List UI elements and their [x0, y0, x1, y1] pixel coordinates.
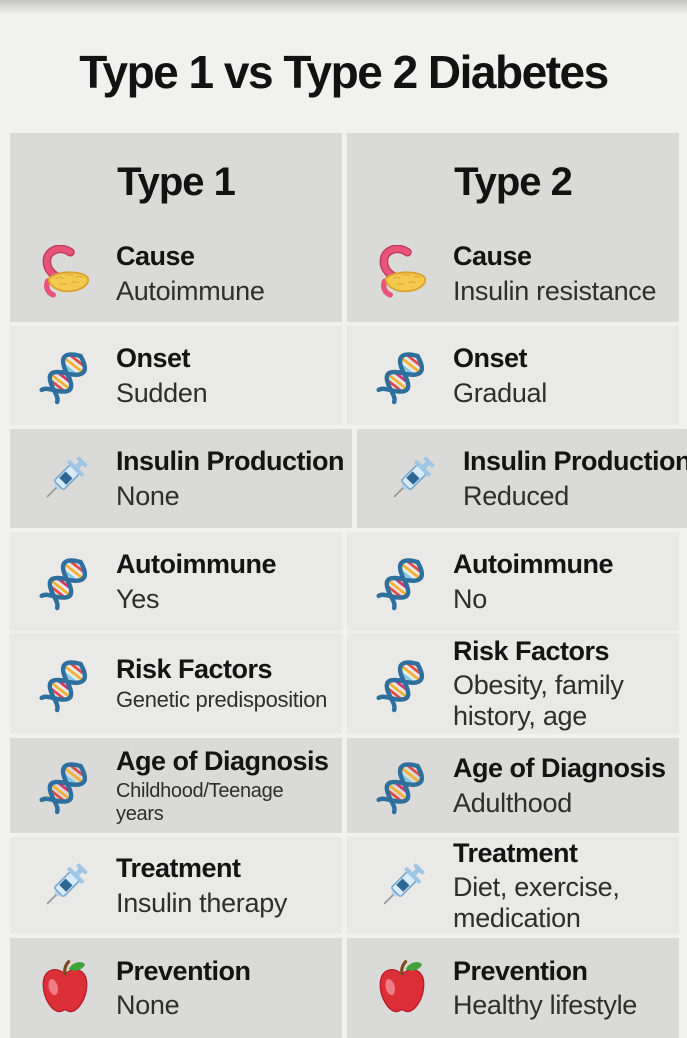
pancreas-icon	[373, 245, 431, 303]
dna-icon	[36, 655, 94, 713]
type2-cell: Onset Gradual	[347, 326, 679, 425]
type1-header-cell: Type 1	[10, 133, 342, 225]
dna-icon	[36, 347, 94, 405]
dna-icon	[373, 655, 431, 713]
type2-cell: Risk Factors Obesity, family history, ag…	[347, 633, 679, 734]
dna-icon	[373, 757, 431, 815]
row-label: Risk Factors	[116, 654, 273, 685]
type2-cell: Treatment Diet, exercise, medication	[347, 837, 679, 934]
type1-cell: Prevention None	[10, 938, 342, 1038]
row-value: Sudden	[116, 377, 208, 408]
row-value: Insulin resistance	[453, 275, 657, 306]
row-label: Age of Diagnosis	[453, 753, 666, 784]
row-value: Autoimmune	[116, 275, 265, 306]
type2-header-cell: Type 2	[347, 133, 679, 225]
row-value: Obesity, family history, age	[453, 670, 624, 731]
row-label: Onset	[453, 343, 528, 374]
apple-icon	[373, 959, 431, 1017]
comparison-table: Type 1 Type 2 Cause Autoimmune Cause Ins…	[10, 133, 687, 1038]
dna-icon	[36, 757, 94, 815]
row-label: Risk Factors	[453, 636, 610, 667]
type1-cell: Onset Sudden	[10, 326, 342, 425]
syringe-icon	[373, 857, 431, 915]
row-value: Childhood/Teenage years	[116, 780, 284, 825]
page-title: Type 1 vs Type 2 Diabetes	[79, 45, 609, 98]
type2-column-header: Type 2	[454, 159, 573, 204]
type2-cell: Cause Insulin resistance	[347, 225, 679, 322]
row-label: Onset	[116, 343, 191, 374]
pancreas-icon	[36, 245, 94, 303]
row-value: Reduced	[463, 480, 569, 511]
dna-icon	[373, 347, 431, 405]
row-value: Diet, exercise, medication	[453, 872, 620, 933]
type2-cell: Age of Diagnosis Adulthood	[347, 738, 679, 833]
type2-cell: Autoimmune No	[347, 532, 679, 631]
row-age-of-diagnosis: Age of Diagnosis Childhood/Teenage years…	[10, 738, 679, 833]
dna-icon	[373, 553, 431, 611]
row-label: Age of Diagnosis	[116, 745, 329, 776]
type1-cell: Autoimmune Yes	[10, 532, 342, 631]
row-onset: Onset Sudden Onset Gradual	[10, 326, 679, 425]
row-value: None	[116, 990, 180, 1020]
row-label: Cause	[453, 241, 532, 272]
row-cause: Cause Autoimmune Cause Insulin resistanc…	[10, 225, 679, 322]
row-label: Treatment	[116, 853, 241, 884]
row-label: Insulin Production	[116, 446, 345, 477]
type2-cell: Prevention Healthy lifestyle	[347, 938, 679, 1038]
row-value: Healthy lifestyle	[453, 990, 637, 1020]
syringe-icon	[36, 857, 94, 915]
row-value: Insulin therapy	[116, 887, 288, 918]
row-label: Autoimmune	[453, 549, 614, 580]
type1-cell: Risk Factors Genetic predisposition	[10, 633, 342, 734]
row-label: Treatment	[453, 838, 578, 869]
syringe-icon	[36, 450, 94, 508]
apple-icon	[36, 959, 94, 1017]
row-label: Prevention	[453, 955, 588, 986]
type1-cell: Cause Autoimmune	[10, 225, 342, 322]
type1-cell: Age of Diagnosis Childhood/Teenage years	[10, 738, 342, 833]
type2-cell: Insulin Production Reduced	[357, 429, 687, 528]
row-value: No	[453, 583, 487, 614]
row-label: Cause	[116, 241, 195, 272]
row-label: Prevention	[116, 955, 251, 986]
row-value: None	[116, 480, 180, 511]
syringe-icon	[383, 450, 441, 508]
title-area: Type 1 vs Type 2 Diabetes	[0, 0, 687, 133]
row-treatment: Treatment Insulin therapy Treatment Diet…	[10, 837, 679, 934]
row-prevention: Prevention None Prevention Healthy lifes…	[10, 938, 679, 1038]
row-risk-factors: Risk Factors Genetic predisposition Risk…	[10, 633, 679, 734]
type1-cell: Insulin Production None	[10, 429, 352, 528]
header-row: Type 1 Type 2	[10, 133, 679, 225]
row-autoimmune: Autoimmune Yes Autoimmune No	[10, 532, 679, 631]
row-insulin-production: Insulin Production None Insulin Producti…	[10, 429, 687, 528]
dna-icon	[36, 553, 94, 611]
type1-column-header: Type 1	[117, 159, 236, 204]
row-label: Autoimmune	[116, 549, 277, 580]
row-label: Insulin Production	[463, 446, 687, 477]
type1-cell: Treatment Insulin therapy	[10, 837, 342, 934]
row-value: Genetic predisposition	[116, 687, 328, 713]
row-value: Yes	[116, 583, 160, 614]
row-value: Adulthood	[453, 787, 572, 818]
row-value: Gradual	[453, 377, 547, 408]
